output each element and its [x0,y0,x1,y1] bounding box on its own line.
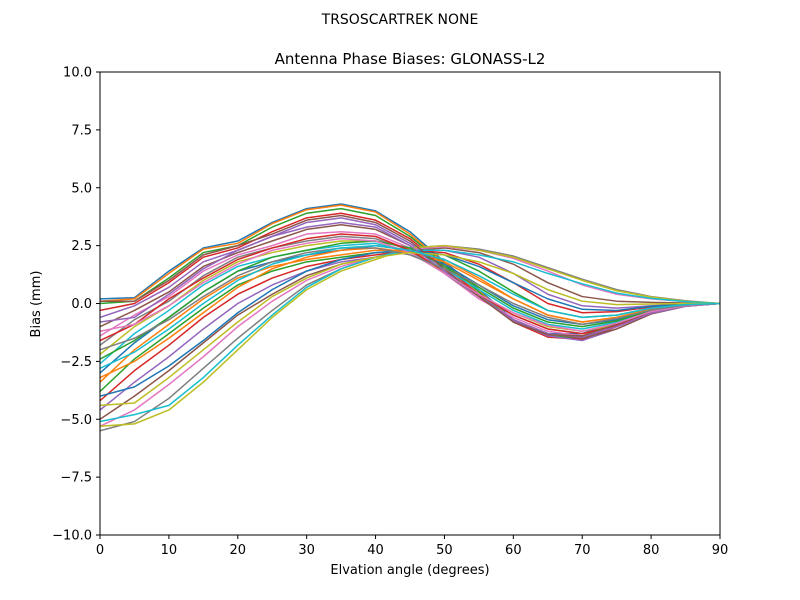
series-line-28 [100,247,720,351]
x-tick-label: 80 [643,543,660,558]
chart-title: Antenna Phase Biases: GLONASS-L2 [275,50,546,68]
x-tick-label: 90 [712,543,729,558]
y-tick-label: 10.0 [63,66,92,81]
y-axis-ticks: −10.0 −7.5 −5.0 −2.5 0.0 2.5 5.0 7.5 10.0 [52,66,100,544]
series-line-19 [100,244,720,427]
x-tick-label: 30 [298,543,315,558]
x-tick-label: 70 [574,543,591,558]
x-tick-label: 0 [96,543,104,558]
series-line-26 [100,214,720,337]
x-axis-label: Elvation angle (degrees) [330,563,489,578]
chart-suptitle: TRSOSCARTREK NONE [321,12,479,28]
x-tick-label: 60 [505,543,522,558]
y-tick-label: 7.5 [71,123,92,138]
y-tick-label: −7.5 [60,471,92,486]
series-layer [100,203,720,432]
x-tick-label: 10 [161,543,178,558]
y-tick-label: 5.0 [71,181,92,196]
series-line-29 [100,251,720,407]
y-tick-label: −10.0 [52,529,92,544]
series-line-25 [100,221,720,338]
series-line-30 [100,244,720,369]
y-tick-label: −5.0 [60,413,92,428]
y-tick-label: −2.5 [60,355,92,370]
series-line-23 [100,240,720,360]
y-tick-label: 2.5 [71,239,92,254]
series-line-17 [100,246,720,427]
x-tick-label: 50 [436,543,453,558]
x-tick-label: 40 [367,543,384,558]
y-tick-label: 0.0 [71,297,92,312]
y-axis-label: Bias (mm) [29,271,44,338]
x-axis-ticks: 0 10 20 30 40 50 60 70 80 90 [96,535,728,558]
x-tick-label: 20 [230,543,247,558]
